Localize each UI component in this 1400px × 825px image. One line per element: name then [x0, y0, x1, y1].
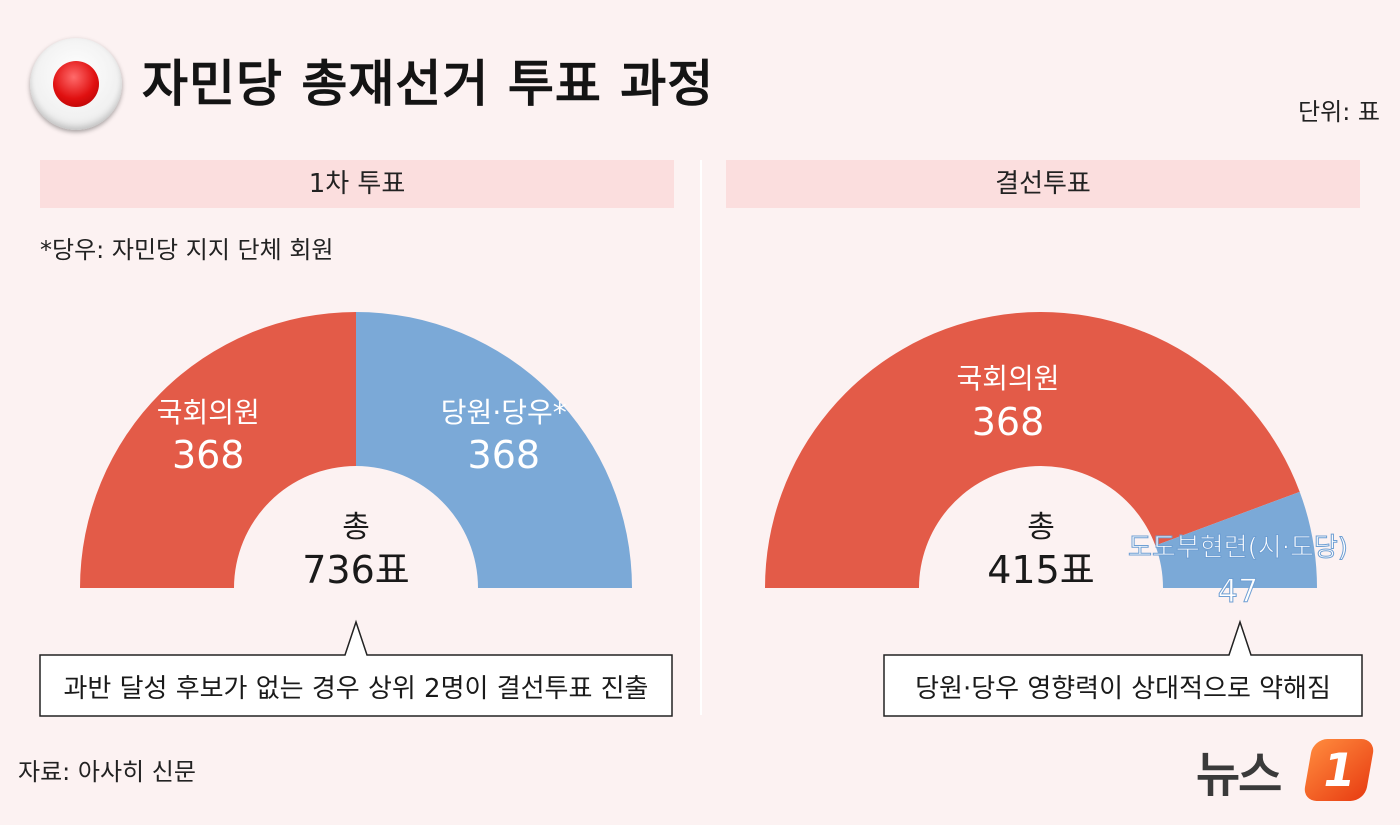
chart1-callout-text: 과반 달성 후보가 없는 경우 상위 2명이 결선투표 진출: [64, 674, 649, 704]
chart1-slice-value-assembly: 368: [172, 433, 245, 477]
chart2-slice-label-assembly: 국회의원: [956, 362, 1059, 395]
logo-text: 뉴스: [1196, 747, 1282, 803]
chart2-total-label: 총: [1027, 510, 1055, 545]
logo-badge: 1: [1302, 739, 1376, 801]
chart2-callout-text: 당원·당우 영향력이 상대적으로 약해짐: [915, 674, 1331, 704]
source-note: 자료: 아사히 신문: [18, 758, 196, 786]
title-row: 자민당 총재선거 투표 과정 단위: 표: [22, 18, 1382, 130]
news1-logo: 뉴스 1: [1190, 735, 1390, 805]
chart2-callout: 당원·당우 영향력이 상대적으로 약해짐: [883, 619, 1363, 717]
chart1-total-value: 736표: [302, 548, 410, 592]
japan-flag-icon: [30, 38, 122, 130]
chart1-slice-value-members: 368: [468, 433, 541, 477]
chart2-slice-value-prefectural: 47: [1218, 572, 1259, 610]
chart2-slice-value-assembly: 368: [972, 400, 1045, 444]
chart1-callout: 과반 달성 후보가 없는 경우 상위 2명이 결선투표 진출: [39, 619, 673, 717]
unit-label: 단위: 표: [1298, 98, 1380, 126]
footnote: *당우: 자민당 지지 단체 회원: [40, 236, 334, 264]
panel-header-first: 1차 투표: [40, 160, 674, 208]
chart2-slice-assembly: [765, 311, 1300, 588]
chart1-slice-label-members: 당원·당우*: [441, 396, 567, 429]
chart1-slice-assembly: [80, 312, 356, 588]
chart2-slice-prefectural: [1155, 491, 1317, 588]
page-title: 자민당 총재선거 투표 과정: [142, 55, 715, 113]
chart2-total-value: 415표: [987, 548, 1095, 592]
chart2-slice-label-prefectural: 도도부현련(시·도당): [1128, 533, 1348, 563]
panel-divider: [700, 160, 702, 715]
chart1-total-label: 총: [342, 510, 370, 545]
panel-header-runoff: 결선투표: [726, 160, 1360, 208]
chart1-slice-label-assembly: 국회의원: [157, 396, 260, 429]
chart1-slice-members: [356, 312, 632, 588]
